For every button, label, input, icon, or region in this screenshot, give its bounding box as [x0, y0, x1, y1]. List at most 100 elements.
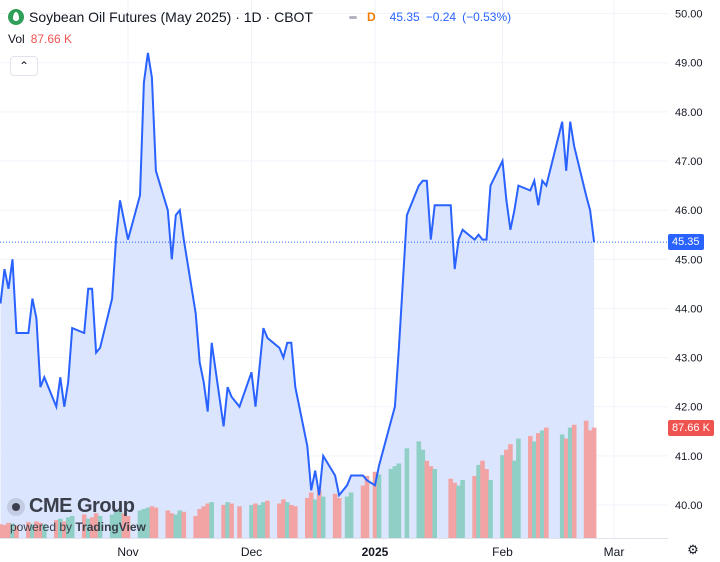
volume-bar	[197, 509, 202, 538]
volume-bar	[177, 510, 183, 538]
volume-bar	[312, 499, 318, 538]
volume-bar	[540, 430, 545, 538]
volume-bar	[58, 518, 63, 538]
y-tick-label: 41.00	[675, 451, 703, 463]
volume-bar	[30, 524, 35, 538]
volume-bar	[281, 499, 286, 538]
volume-bar	[480, 460, 485, 538]
volume-bar	[544, 427, 549, 538]
separator-icon	[349, 15, 357, 19]
y-tick-label: 50.00	[675, 9, 703, 21]
volume-bar	[121, 513, 127, 538]
volume-bar	[348, 492, 354, 538]
volume-bar	[257, 504, 262, 538]
volume-bar	[225, 502, 230, 538]
volume-bar	[559, 434, 565, 538]
volume-bar	[69, 515, 75, 538]
volume-tag: 87.66 K	[668, 419, 714, 436]
volume-bar	[376, 474, 382, 538]
volume-bar	[81, 514, 87, 538]
gear-icon[interactable]: ⚙	[687, 542, 699, 557]
volume-bar	[336, 498, 342, 538]
volume-bar	[392, 466, 398, 538]
price-change-pct: (−0.53%)	[462, 10, 512, 24]
volume-bar	[448, 478, 453, 538]
volume-bar	[432, 469, 437, 538]
volume-bar	[344, 496, 350, 538]
volume-bar	[209, 502, 214, 538]
volume-bar	[567, 427, 573, 538]
interval-badge: D	[367, 10, 376, 24]
volume-bar	[201, 506, 206, 538]
volume-bar	[332, 493, 338, 538]
volume-bar	[165, 510, 171, 538]
volume-bar	[54, 520, 59, 538]
x-tick-label: 2025	[362, 545, 389, 559]
volume-bar	[65, 517, 71, 538]
volume-bar	[221, 504, 226, 538]
time-axis[interactable]: Nov Dec 2025 Feb Mar	[117, 545, 624, 559]
volume-bar	[484, 469, 489, 538]
volume-bar	[404, 448, 410, 538]
cme-logo: CME Group	[7, 495, 135, 518]
soybean-drop-icon	[8, 9, 24, 25]
volume-bar	[237, 506, 242, 538]
volume-bar	[85, 518, 91, 538]
price-axis[interactable]: 40.00 41.00 42.00 43.00 44.00 45.00 46.00 47.00…	[675, 9, 703, 512]
powered-by-prefix: powered by	[10, 520, 73, 534]
volume-bar	[571, 424, 577, 538]
volume-bar	[193, 515, 198, 538]
volume-bars	[0, 420, 597, 538]
last-price: 45.35	[389, 10, 420, 24]
volume-bar	[289, 504, 294, 538]
volume-bar	[293, 506, 298, 538]
volume-bar	[149, 506, 155, 538]
volume-bar	[173, 514, 179, 538]
volume-bar	[320, 496, 326, 538]
volume-bar	[145, 507, 151, 538]
volume-bar	[416, 441, 422, 538]
volume-bar	[153, 507, 159, 538]
collapse-legend-button[interactable]: ⌃	[10, 56, 38, 76]
x-tick-label: Feb	[492, 545, 513, 559]
chart-title: Soybean Oil Futures (May 2025) · 1D · CB…	[29, 9, 313, 25]
volume-bar	[229, 503, 234, 538]
volume-bar	[285, 502, 290, 538]
volume-bar	[308, 492, 314, 538]
price-line	[0, 52, 596, 498]
volume-bar	[428, 466, 434, 538]
chart-legend: Soybean Oil Futures (May 2025) · 1D · CB…	[8, 6, 517, 28]
volume-bar	[563, 438, 569, 538]
volume-bar	[456, 485, 461, 538]
volume-bar	[253, 503, 258, 538]
volume-bar	[424, 460, 430, 538]
volume-bar	[460, 480, 465, 538]
price-area-fill	[0, 52, 595, 539]
volume-bar	[364, 475, 370, 538]
volume-bar	[277, 503, 282, 538]
y-tick-label: 43.00	[675, 353, 703, 365]
y-tick-label: 46.00	[675, 205, 703, 217]
volume-bar	[137, 510, 143, 538]
volume-bar	[504, 449, 509, 538]
volume-bar	[372, 471, 378, 538]
chevron-up-icon: ⌃	[18, 59, 30, 73]
last-price-tag: 45.35	[668, 234, 704, 251]
volume-bar	[452, 482, 457, 538]
volume-bar	[265, 500, 270, 538]
volume-bar	[89, 517, 95, 538]
volume-bar	[2, 524, 7, 538]
y-tick-label: 40.00	[675, 500, 703, 512]
powered-by[interactable]: powered by TradingView	[10, 520, 146, 534]
volume-bar	[6, 522, 11, 538]
volume-bar	[488, 480, 493, 538]
volume-bar	[14, 525, 19, 538]
y-tick-label: 44.00	[675, 303, 703, 315]
volume-bar	[205, 503, 210, 538]
volume-bar	[583, 420, 589, 538]
volume-bar	[316, 489, 322, 538]
tradingview-brand: TradingView	[75, 520, 146, 534]
volume-bar	[587, 430, 593, 538]
volume-bar	[181, 511, 187, 538]
